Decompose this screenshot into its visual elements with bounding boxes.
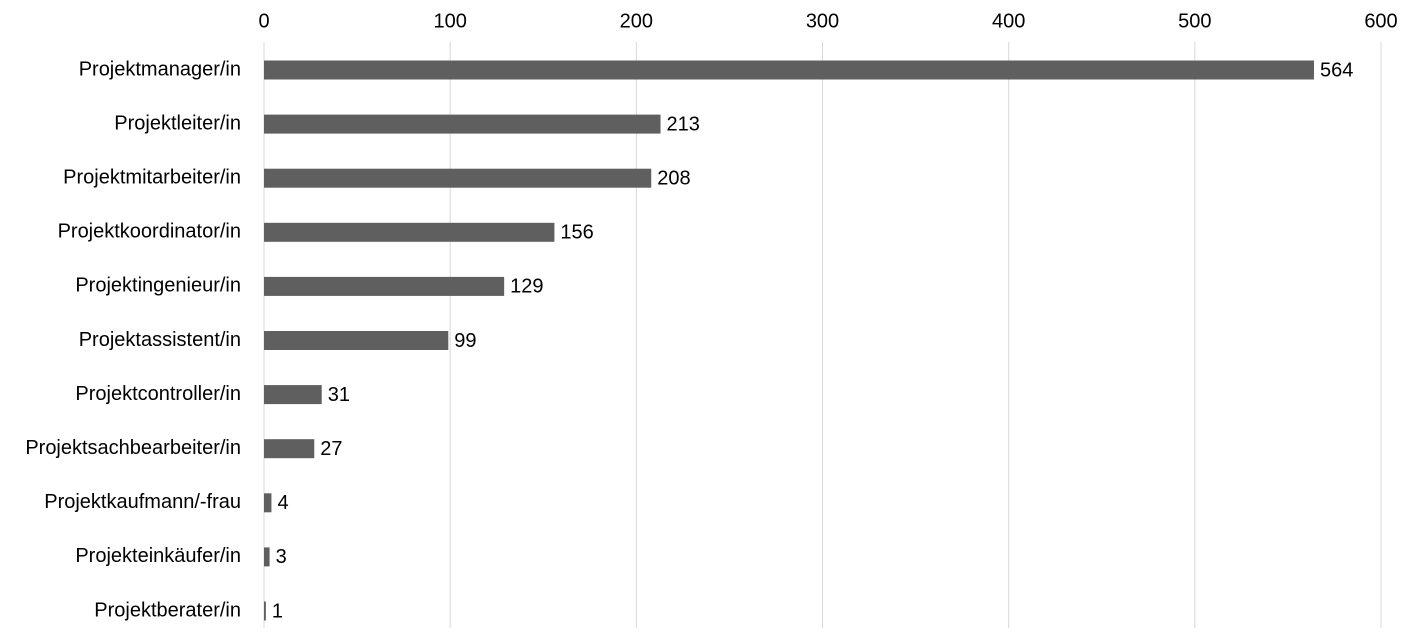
x-tick-label: 300: [806, 10, 839, 32]
gridlines: [263, 42, 1382, 628]
category-label: Projektcontroller/in: [75, 383, 241, 405]
bars: [264, 60, 1314, 621]
bar-8: [264, 439, 315, 459]
bar-9: [264, 493, 272, 513]
category-label: Projektberater/in: [94, 599, 241, 621]
value-label: 3: [276, 546, 287, 568]
value-label: 99: [454, 330, 476, 352]
value-label: 27: [320, 438, 342, 460]
bar-4: [264, 222, 555, 242]
category-labels: Projektmanager/in Projektleiter/in Projekt…: [25, 58, 241, 621]
category-label: Projekteinkäufer/in: [75, 545, 241, 567]
value-label: 31: [328, 384, 350, 406]
x-tick-label: 0: [258, 10, 269, 32]
value-label: 208: [657, 167, 690, 189]
bar-6: [264, 331, 449, 350]
category-label: Projektassistent/in: [79, 329, 241, 351]
category-label: Projektkaufmann/-frau: [44, 491, 241, 513]
x-tick-label: 400: [992, 10, 1025, 32]
x-tick-label: 200: [620, 10, 653, 32]
x-axis-ticks: 0 100 200 300 400 500 600: [258, 10, 1397, 32]
category-label: Projektmanager/in: [79, 58, 241, 80]
value-label: 564: [1320, 59, 1353, 81]
value-label: 156: [560, 222, 593, 244]
bar-10: [264, 547, 270, 567]
bar-3: [264, 168, 652, 188]
category-label: Projektingenieur/in: [75, 275, 241, 297]
value-label: 213: [667, 113, 700, 135]
category-label: Projektsachbearbeiter/in: [25, 437, 241, 459]
category-label: Projektleiter/in: [114, 112, 241, 134]
bar-7: [264, 385, 322, 405]
bar-2: [264, 114, 661, 134]
x-tick-label: 100: [433, 10, 466, 32]
value-label: 4: [277, 492, 288, 514]
value-label: 1: [272, 600, 283, 622]
category-label: Projektmitarbeiter/in: [63, 166, 241, 188]
bar-1: [264, 60, 1314, 80]
x-tick-label: 600: [1364, 10, 1397, 32]
x-tick-label: 500: [1178, 10, 1211, 32]
bar-11: [264, 601, 266, 621]
category-label: Projektkoordinator/in: [58, 221, 241, 243]
value-label: 129: [510, 276, 543, 298]
bar-5: [264, 276, 505, 296]
